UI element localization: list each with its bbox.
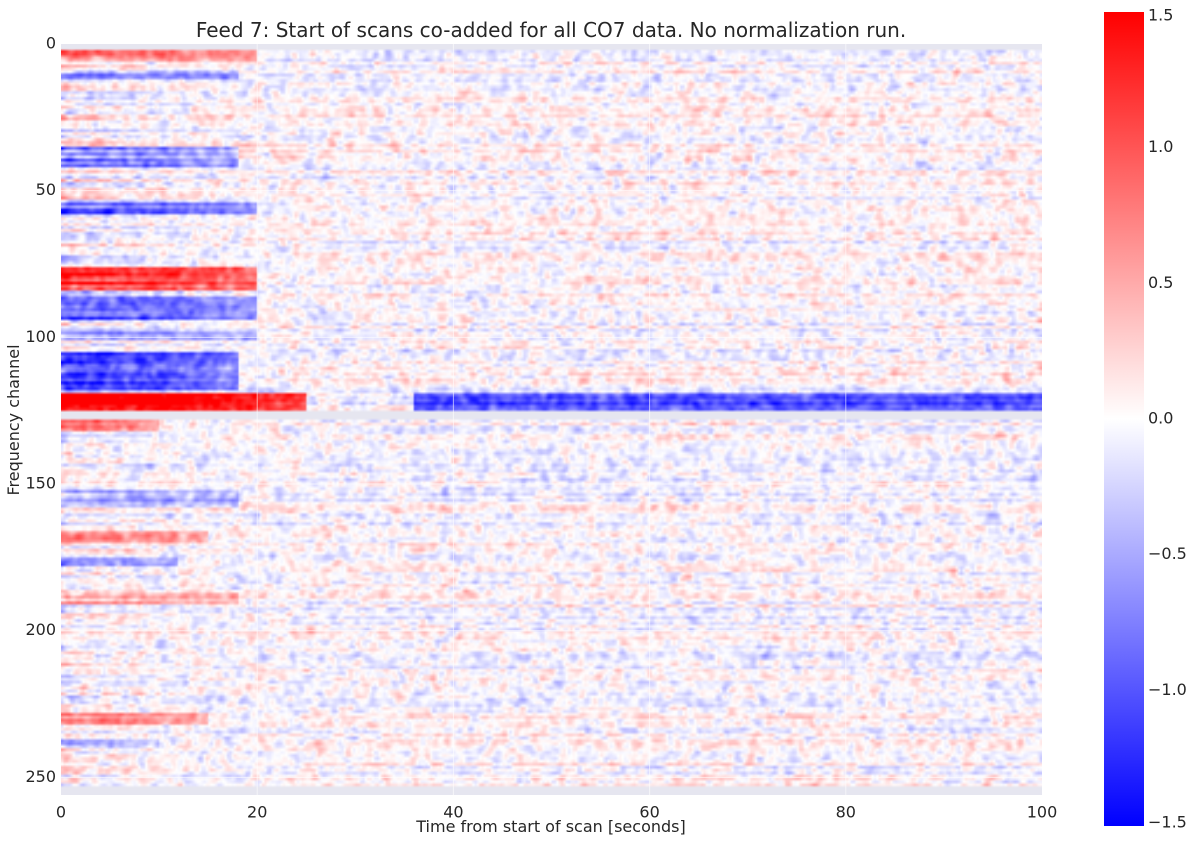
- x-axis-label: Time from start of scan [seconds]: [415, 817, 685, 836]
- y-tick-label: 250: [25, 767, 56, 786]
- y-tick-label: 50: [36, 180, 56, 199]
- y-axis-label: Frequency channel: [4, 344, 23, 495]
- y-axis-ticks: 0 50 100 150 200 250: [25, 34, 56, 786]
- x-tick-label: 40: [443, 803, 463, 822]
- y-tick-label: 0: [46, 34, 56, 53]
- y-tick-label: 150: [25, 474, 56, 493]
- colorbar: 1.5 1.0 0.5 0.0 −0.5 −1.0 −1.5: [1104, 6, 1187, 832]
- colorbar-tick-label: 0.0: [1148, 409, 1173, 428]
- colorbar-tick-label: −0.5: [1148, 544, 1187, 563]
- x-tick-label: 0: [56, 803, 66, 822]
- grid-lines: [61, 44, 1042, 795]
- colorbar-tick-label: −1.0: [1148, 680, 1187, 699]
- plot-area: [61, 44, 1042, 795]
- x-tick-label: 20: [247, 803, 267, 822]
- colorbar-tick-label: 1.0: [1148, 137, 1173, 156]
- colorbar-tick-label: 1.5: [1148, 6, 1173, 25]
- x-tick-label: 60: [639, 803, 659, 822]
- colorbar-tick-label: 0.5: [1148, 273, 1173, 292]
- colorbar-ticks: 1.5 1.0 0.5 0.0 −0.5 −1.0 −1.5: [1148, 6, 1187, 832]
- x-tick-label: 100: [1027, 803, 1058, 822]
- chart-title: Feed 7: Start of scans co-added for all …: [196, 18, 906, 42]
- x-axis-ticks: 0 20 40 60 80 100: [56, 803, 1057, 822]
- y-tick-label: 100: [25, 327, 56, 346]
- colorbar-tick-label: −1.5: [1148, 813, 1187, 832]
- y-tick-label: 200: [25, 620, 56, 639]
- colorbar-gradient: [1104, 12, 1144, 826]
- x-tick-label: 80: [836, 803, 856, 822]
- heatmap-image: [61, 44, 1042, 795]
